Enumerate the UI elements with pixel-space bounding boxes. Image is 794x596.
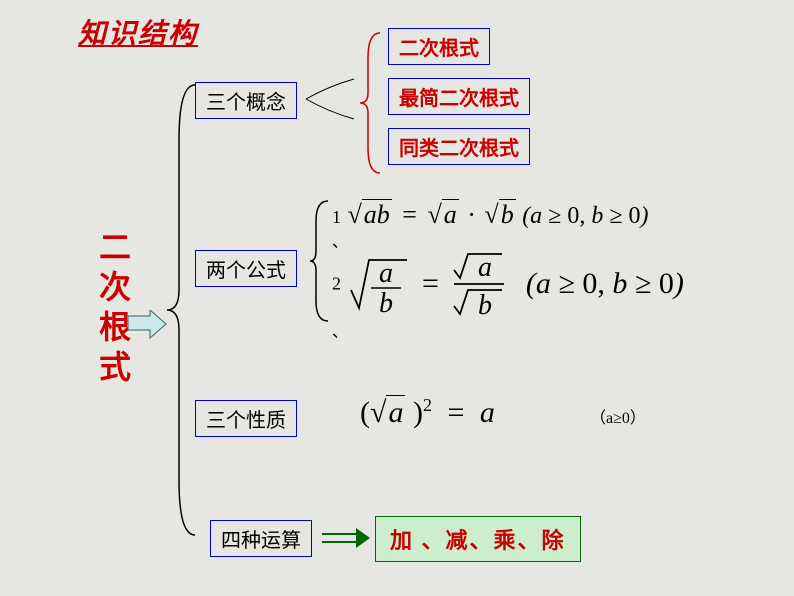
operations-box: 加 、减、乘、除 <box>375 516 581 562</box>
formula-2-dot: 、 <box>332 318 348 342</box>
operations-label-box: 四种运算 <box>210 520 312 557</box>
svg-text:a: a <box>478 252 492 283</box>
formula-1: 1 √ab = √a · √b (a ≥ 0, b ≥ 0) <box>332 200 649 230</box>
concepts-label-box: 三个概念 <box>195 82 297 119</box>
properties-label-box: 三个性质 <box>195 400 297 437</box>
formula-2-num: 2 <box>332 274 341 294</box>
formulas-label-box: 两个公式 <box>195 250 297 287</box>
operations-items: 加 、减、乘、除 <box>390 528 566 553</box>
concept-box-3: 同类二次根式 <box>388 128 530 165</box>
page-title: 知识结构 <box>78 12 198 52</box>
ops-arrow <box>320 526 372 550</box>
operations-label: 四种运算 <box>221 530 301 552</box>
properties-label: 三个性质 <box>206 410 286 432</box>
concept-box-2: 最简二次根式 <box>388 78 530 115</box>
concept-3: 同类二次根式 <box>399 138 519 160</box>
concept-2: 最简二次根式 <box>399 88 519 110</box>
formulas-label: 两个公式 <box>206 260 286 282</box>
concepts-brace-small <box>304 74 359 124</box>
concept-1: 二次根式 <box>399 38 479 60</box>
property-note: （a≥0） <box>590 404 646 428</box>
svg-text:b: b <box>379 288 393 316</box>
svg-text:a: a <box>379 258 393 289</box>
arrow-main <box>128 310 168 340</box>
formula-2: 2 a b = a b (a ≥ 0, b ≥ 0) <box>332 248 684 320</box>
concept-box-1: 二次根式 <box>388 28 490 65</box>
main-brace <box>165 80 205 540</box>
property-formula: (√a )2 = a <box>360 395 495 430</box>
concepts-label: 三个概念 <box>206 92 286 114</box>
formula-1-num: 1 <box>332 207 341 227</box>
concepts-brace <box>358 28 388 178</box>
svg-text:b: b <box>478 290 492 320</box>
